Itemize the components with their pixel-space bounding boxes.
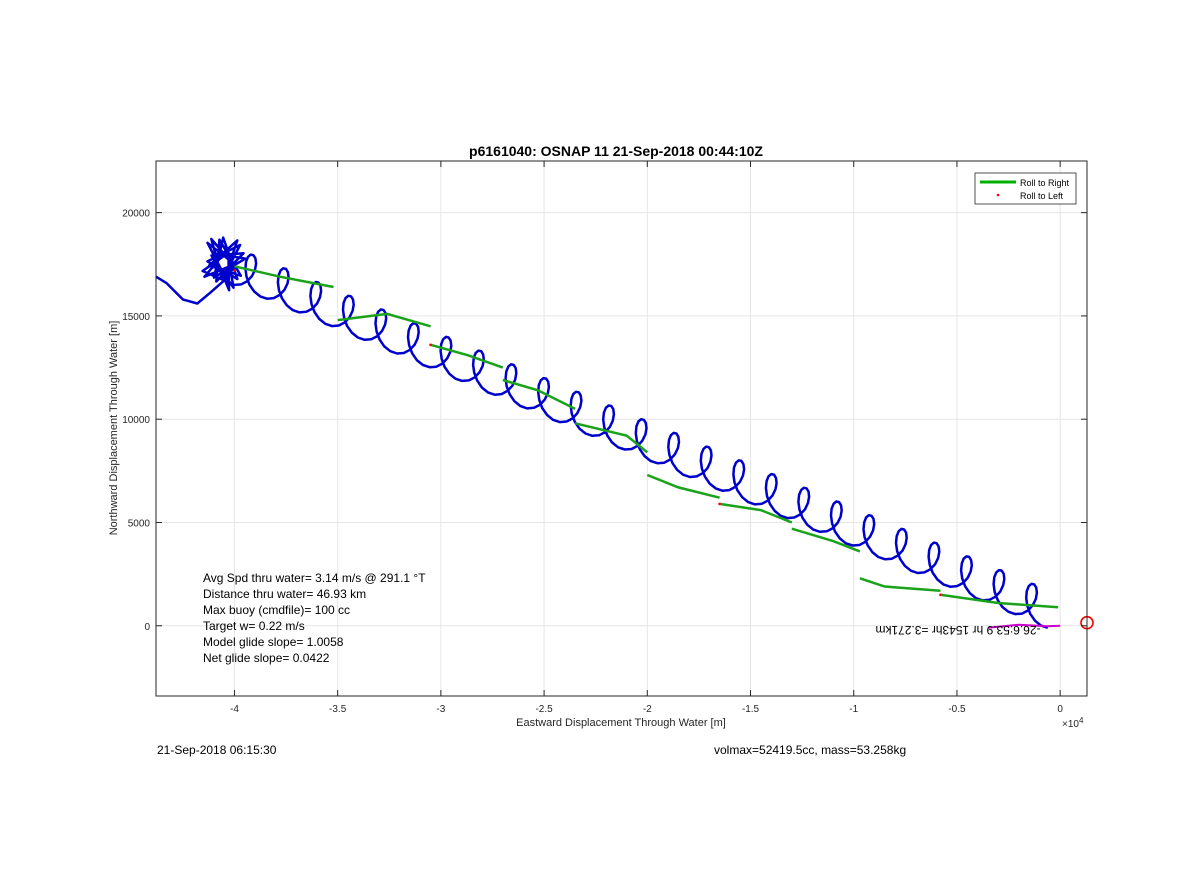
trajectory-line — [155, 236, 1049, 629]
current-vector-line — [987, 623, 1061, 629]
x-tick-label: -0.5 — [948, 704, 966, 715]
annotation-line: Net glide slope= 0.0422 — [203, 651, 330, 665]
chart-title: p6161040: OSNAP 11 21-Sep-2018 00:44:10Z — [469, 143, 763, 159]
plot-area: -26.6:53.9 hr 1543hr =3.271km Avg Spd th… — [155, 160, 1094, 697]
x-axis-label: Eastward Displacement Through Water [m] — [516, 717, 726, 729]
footer-timestamp: 21-Sep-2018 06:15:30 — [157, 743, 277, 757]
x-tick-label: -1 — [849, 704, 858, 715]
x-exponent: ×104 — [1062, 716, 1084, 730]
roll-right-segment — [940, 593, 1059, 609]
roll-right-segment — [859, 577, 941, 592]
y-axis-label: Northward Displacement Through Water [m] — [108, 321, 120, 536]
stats-annotation: Avg Spd thru water= 3.14 m/s @ 291.1 °T … — [203, 571, 426, 665]
annotation-line: Model glide slope= 1.0058 — [203, 635, 344, 649]
roll-left-point — [718, 502, 721, 506]
y-tick-label: 10000 — [122, 415, 150, 426]
annotation-line: Distance thru water= 46.93 km — [203, 587, 366, 601]
legend-label-roll-right: Roll to Right — [1020, 178, 1070, 188]
x-tick-label: 0 — [1057, 704, 1063, 715]
y-axis-ticks: 0 5000 10000 15000 20000 — [122, 209, 1087, 633]
annotation-line: Avg Spd thru water= 3.14 m/s @ 291.1 °T — [203, 571, 426, 585]
series-layer — [155, 236, 1094, 630]
roll-right-segment — [234, 265, 334, 289]
legend: Roll to Right Roll to Left — [974, 172, 1077, 205]
y-tick-label: 5000 — [128, 518, 151, 529]
roll-left-point — [429, 343, 432, 347]
roll-right-segment — [646, 473, 720, 499]
x-tick-label: -2 — [643, 704, 652, 715]
roll-right-segment — [719, 502, 793, 524]
grid-lines — [156, 161, 1087, 696]
annotation-line: Target w= 0.22 m/s — [203, 619, 305, 633]
y-tick-label: 0 — [144, 622, 150, 633]
y-tick-label: 20000 — [122, 209, 150, 220]
roll-left-point — [233, 269, 236, 272]
x-tick-label: -3 — [436, 704, 445, 715]
footer-volmax-mass: volmax=52419.5cc, mass=53.258kg — [714, 743, 907, 757]
roll-right-segment — [574, 422, 649, 454]
x-tick-label: -1.5 — [742, 704, 760, 715]
roll-right-segment — [430, 343, 504, 369]
x-tick-label: -2.5 — [535, 704, 553, 715]
annotation-line: Max buoy (cmdfile)= 100 cc — [203, 603, 350, 617]
x-tick-label: -3.5 — [329, 704, 347, 715]
roll-right-segment — [791, 527, 861, 553]
x-tick-label: -4 — [230, 704, 239, 715]
x-axis-ticks: -4 -3.5 -3 -2.5 -2 -1.5 -1 -0.5 0 — [230, 161, 1063, 715]
legend-swatch-roll-left — [996, 193, 1000, 197]
flipped-annotation: -26.6:53.9 hr 1543hr =3.271km — [875, 623, 1040, 637]
roll-left-point — [939, 593, 942, 597]
roll-right-segment — [337, 312, 431, 328]
y-tick-label: 15000 — [122, 312, 150, 323]
roll-right-segment — [502, 378, 576, 411]
legend-label-roll-left: Roll to Left — [1020, 191, 1064, 201]
